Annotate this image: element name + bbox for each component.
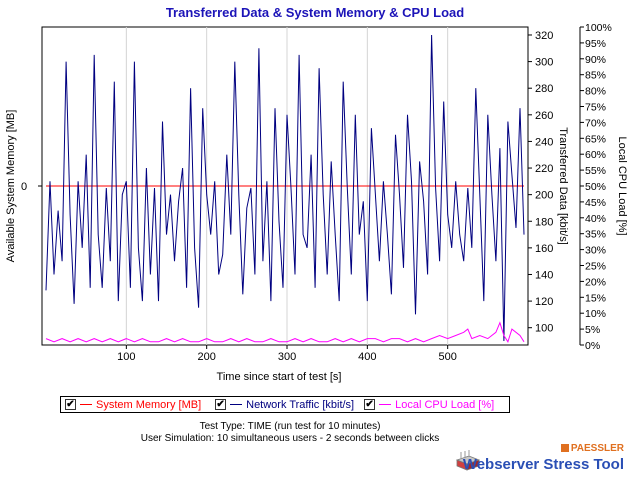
- y-right1-tick-label: 200: [535, 190, 553, 202]
- company-name: PAESSLER: [560, 443, 624, 454]
- product-name: Webserver Stress Tool: [462, 456, 624, 473]
- y-right2-tick-label: 55%: [585, 165, 606, 177]
- legend-checkbox-cpu[interactable]: ✔: [364, 399, 376, 410]
- y-right1-tick-label: 320: [535, 30, 553, 42]
- legend-swatch-memory: [80, 404, 92, 405]
- series-group: [45, 34, 525, 343]
- y-right2-tick-label: 75%: [585, 102, 606, 114]
- y-right1-tick-label: 280: [535, 83, 553, 95]
- legend-swatch-traffic: [230, 404, 243, 405]
- y-axis-left: 0: [21, 181, 42, 193]
- y-right2-tick-label: 65%: [585, 133, 606, 145]
- legend-checkbox-memory[interactable]: ✔: [65, 399, 76, 410]
- y-right2-tick-label: 0%: [585, 340, 600, 352]
- company-icon: [560, 444, 569, 452]
- x-tick-label: 400: [358, 351, 376, 363]
- y-right2-tick-label: 5%: [585, 324, 600, 336]
- legend-label-cpu: Local CPU Load [%]: [395, 398, 495, 411]
- y-right2-tick-label: 60%: [585, 149, 606, 161]
- chart-svg: 100 200 300 400 500 0 100 120 140 160 180 200 220 2…: [5, 22, 628, 383]
- y-right2-tick-label: 40%: [585, 213, 606, 225]
- series-line-2: [45, 321, 525, 343]
- y-right2-tick-label: 90%: [585, 54, 606, 66]
- y-axis-right-cpu: 0% 5% 10% 15% 20% 25% 30% 35% 40% 45% 50% 55% 60% 65%…: [579, 22, 612, 352]
- stress-tool-logo-icon: [455, 450, 481, 471]
- x-tick-label: 500: [438, 351, 456, 363]
- y-right1-tick-label: 120: [535, 296, 553, 308]
- y-right1-tick-label: 220: [535, 163, 553, 175]
- y-right2-tick-label: 10%: [585, 308, 606, 320]
- legend-item-memory[interactable]: ✔ System Memory [MB]: [65, 399, 201, 411]
- x-tick-label: 200: [197, 351, 215, 363]
- test-type-text: Test Type: TIME (run test for 10 minutes…: [199, 421, 381, 432]
- chart-legend: ✔ System Memory [MB] ✔ Network Traffic […: [60, 396, 510, 413]
- legend-item-cpu[interactable]: ✔ Local CPU Load [%]: [364, 399, 494, 411]
- series-line-1: [45, 34, 525, 342]
- brand-block: PAESSLER Webserver Stress Tool: [455, 442, 627, 478]
- x-tick-label: 300: [278, 351, 296, 363]
- x-axis-label: Time since start of test [s]: [217, 371, 342, 383]
- y-right1-tick-label: 240: [535, 136, 553, 148]
- user-simulation-text: User Simulation: 10 simultaneous users -…: [140, 433, 440, 444]
- y-right2-tick-label: 45%: [585, 197, 606, 209]
- y-axis-left-label: Available System Memory [MB]: [5, 110, 17, 263]
- chart-title: Transferred Data & System Memory & CPU L…: [165, 5, 465, 20]
- y-right2-tick-label: 15%: [585, 292, 606, 304]
- legend-item-traffic[interactable]: ✔ Network Traffic [kbit/s]: [215, 399, 354, 411]
- y-right2-tick-label: 100%: [585, 22, 612, 34]
- y-right2-tick-label: 95%: [585, 38, 606, 50]
- y-right2-tick-label: 35%: [585, 229, 606, 241]
- y-right2-tick-label: 20%: [585, 276, 606, 288]
- y-right1-tick-label: 100: [535, 323, 553, 335]
- y-axis-right1-label: Transferred Data [kbit/s]: [557, 127, 569, 245]
- legend-checkbox-traffic[interactable]: ✔: [215, 399, 227, 410]
- y-right2-tick-label: 25%: [585, 261, 606, 273]
- legend-label-memory: System Memory [MB]: [96, 398, 202, 411]
- y-right1-tick-label: 260: [535, 110, 553, 122]
- legend-label-traffic: Network Traffic [kbit/s]: [246, 398, 355, 411]
- y-right2-tick-label: 85%: [585, 70, 606, 82]
- legend-swatch-cpu: [379, 404, 392, 405]
- y-left-tick-label: 0: [21, 181, 27, 193]
- y-right2-tick-label: 30%: [585, 245, 606, 257]
- y-right2-tick-label: 70%: [585, 117, 606, 129]
- y-right2-tick-label: 50%: [585, 181, 606, 193]
- y-right1-tick-label: 180: [535, 216, 553, 228]
- y-axis-right2-label: Local CPU Load [%]: [616, 136, 628, 235]
- y-right1-tick-label: 300: [535, 57, 553, 69]
- y-right2-tick-label: 80%: [585, 86, 606, 98]
- y-right1-tick-label: 160: [535, 243, 553, 255]
- x-tick-label: 100: [117, 351, 135, 363]
- x-axis: 100 200 300 400 500: [117, 345, 457, 363]
- y-axis-right-traffic: 100 120 140 160 180 200 220 240 260 280 300 320: [528, 30, 553, 335]
- y-right1-tick-label: 140: [535, 269, 553, 281]
